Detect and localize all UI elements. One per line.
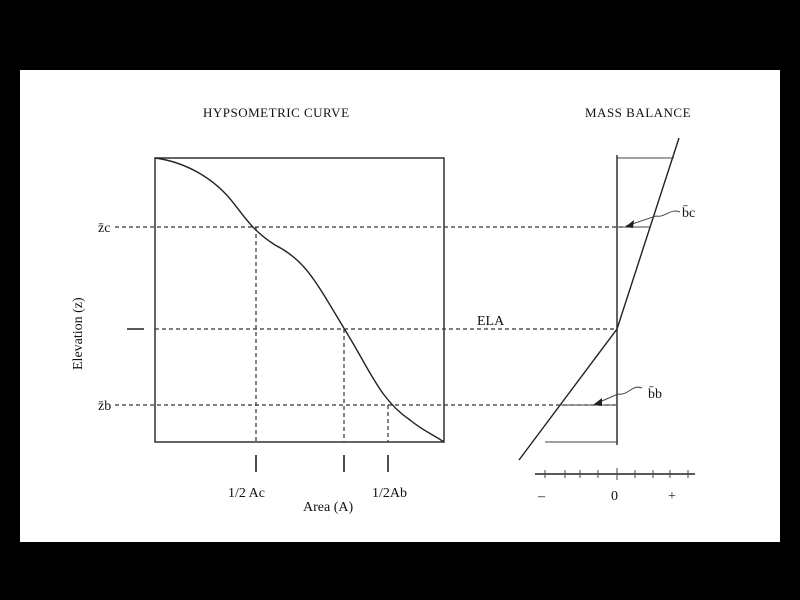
scale-minus-label: – <box>537 489 546 504</box>
hypsometry-mass-balance-diagram: HYPSOMETRIC CURVE z̄c z̄b Elevation (z) … <box>71 105 695 515</box>
mass-balance-scale-ticks <box>544 468 689 480</box>
figure-panel: HYPSOMETRIC CURVE z̄c z̄b Elevation (z) … <box>20 70 780 542</box>
bb-leader-line <box>594 386 643 405</box>
scale-plus-label: + <box>668 489 676 504</box>
bb-arrow-head <box>593 398 602 406</box>
hypsometric-title: HYPSOMETRIC CURVE <box>203 105 350 120</box>
bc-label: b̄c <box>682 205 695 221</box>
area-axis-label: Area (A) <box>303 500 353 515</box>
elevation-axis-label: Elevation (z) <box>71 297 86 370</box>
mass-balance-title: MASS BALANCE <box>585 105 691 120</box>
bb-label: b̄b <box>648 386 662 402</box>
ela-label: ELA <box>477 314 505 329</box>
mass-balance-gradient-line <box>518 137 680 461</box>
half-ac-label: 1/2 Ac <box>228 486 265 501</box>
zc-label: z̄c <box>98 221 110 236</box>
scale-zero-label: 0 <box>611 489 618 504</box>
zb-label: z̄b <box>98 399 111 414</box>
hypsometric-plot-frame <box>154 157 445 443</box>
bc-leader-line <box>625 210 681 227</box>
half-ab-label: 1/2Ab <box>372 486 407 501</box>
hypsometric-curve <box>154 157 445 443</box>
bc-arrow-head <box>625 220 634 228</box>
